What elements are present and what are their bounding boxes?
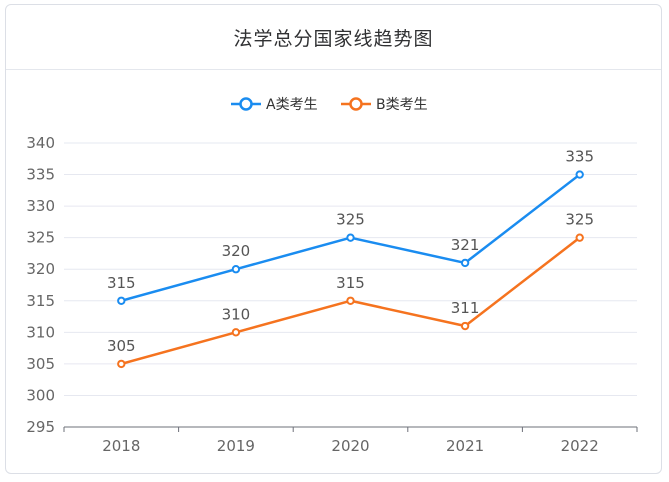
y-tick-label: 315 — [26, 292, 55, 310]
axes: 295 300 305 310 315 320 325 330 335 340 2018 2019 20… — [26, 134, 638, 455]
data-point[interactable] — [575, 233, 584, 242]
data-label: 315 — [107, 274, 136, 292]
data-point[interactable] — [117, 296, 126, 305]
legend-marker — [239, 97, 253, 111]
y-tick-label: 295 — [26, 418, 55, 436]
data-point[interactable] — [460, 258, 470, 268]
chart-title: 法学总分国家线趋势图 — [233, 27, 434, 50]
series-group: 315 320 325 321 335 305 310 315 311 325 — [107, 148, 594, 369]
y-tick-label: 340 — [26, 134, 55, 152]
data-point[interactable] — [117, 359, 126, 369]
x-tick-label: 2021 — [446, 437, 484, 455]
data-point[interactable] — [346, 296, 355, 305]
legend-item-2[interactable]: B类考生 — [341, 97, 428, 113]
y-tick-label: 330 — [26, 197, 55, 215]
y-tick-label: 335 — [26, 166, 55, 184]
data-label: 311 — [451, 299, 480, 317]
x-tick-label: 2018 — [102, 437, 140, 455]
legend-label: B类考生 — [376, 97, 428, 113]
grid-lines — [64, 142, 637, 396]
legend-item-1[interactable]: A类考生 — [231, 97, 318, 113]
x-tick-label: 2019 — [217, 437, 255, 455]
data-label: 305 — [107, 337, 136, 355]
data-label: 320 — [222, 242, 251, 260]
y-tick-label: 300 — [26, 386, 55, 404]
data-label: 325 — [336, 211, 365, 229]
legend-label: A类考生 — [266, 97, 318, 113]
card-header: 法学总分国家线趋势图 — [6, 5, 661, 70]
data-label: 310 — [222, 305, 251, 323]
y-tick-label: 310 — [26, 323, 55, 341]
data-label: 321 — [451, 236, 480, 254]
y-tick-label: 320 — [26, 260, 55, 278]
x-tick-label: 2022 — [561, 437, 599, 455]
data-label: 325 — [565, 211, 594, 229]
data-point[interactable] — [231, 265, 241, 274]
x-tick-label: 2020 — [331, 437, 369, 455]
data-point[interactable] — [231, 328, 241, 337]
legend[interactable]: A类考生 B类考生 — [231, 97, 428, 113]
data-label: 335 — [565, 148, 594, 166]
legend-marker — [349, 97, 363, 111]
data-label: 315 — [336, 274, 365, 292]
data-point[interactable] — [460, 321, 470, 331]
data-point[interactable] — [575, 170, 584, 179]
data-point[interactable] — [346, 233, 355, 242]
y-tick-label: 325 — [26, 229, 55, 247]
y-tick-label: 305 — [26, 355, 55, 373]
